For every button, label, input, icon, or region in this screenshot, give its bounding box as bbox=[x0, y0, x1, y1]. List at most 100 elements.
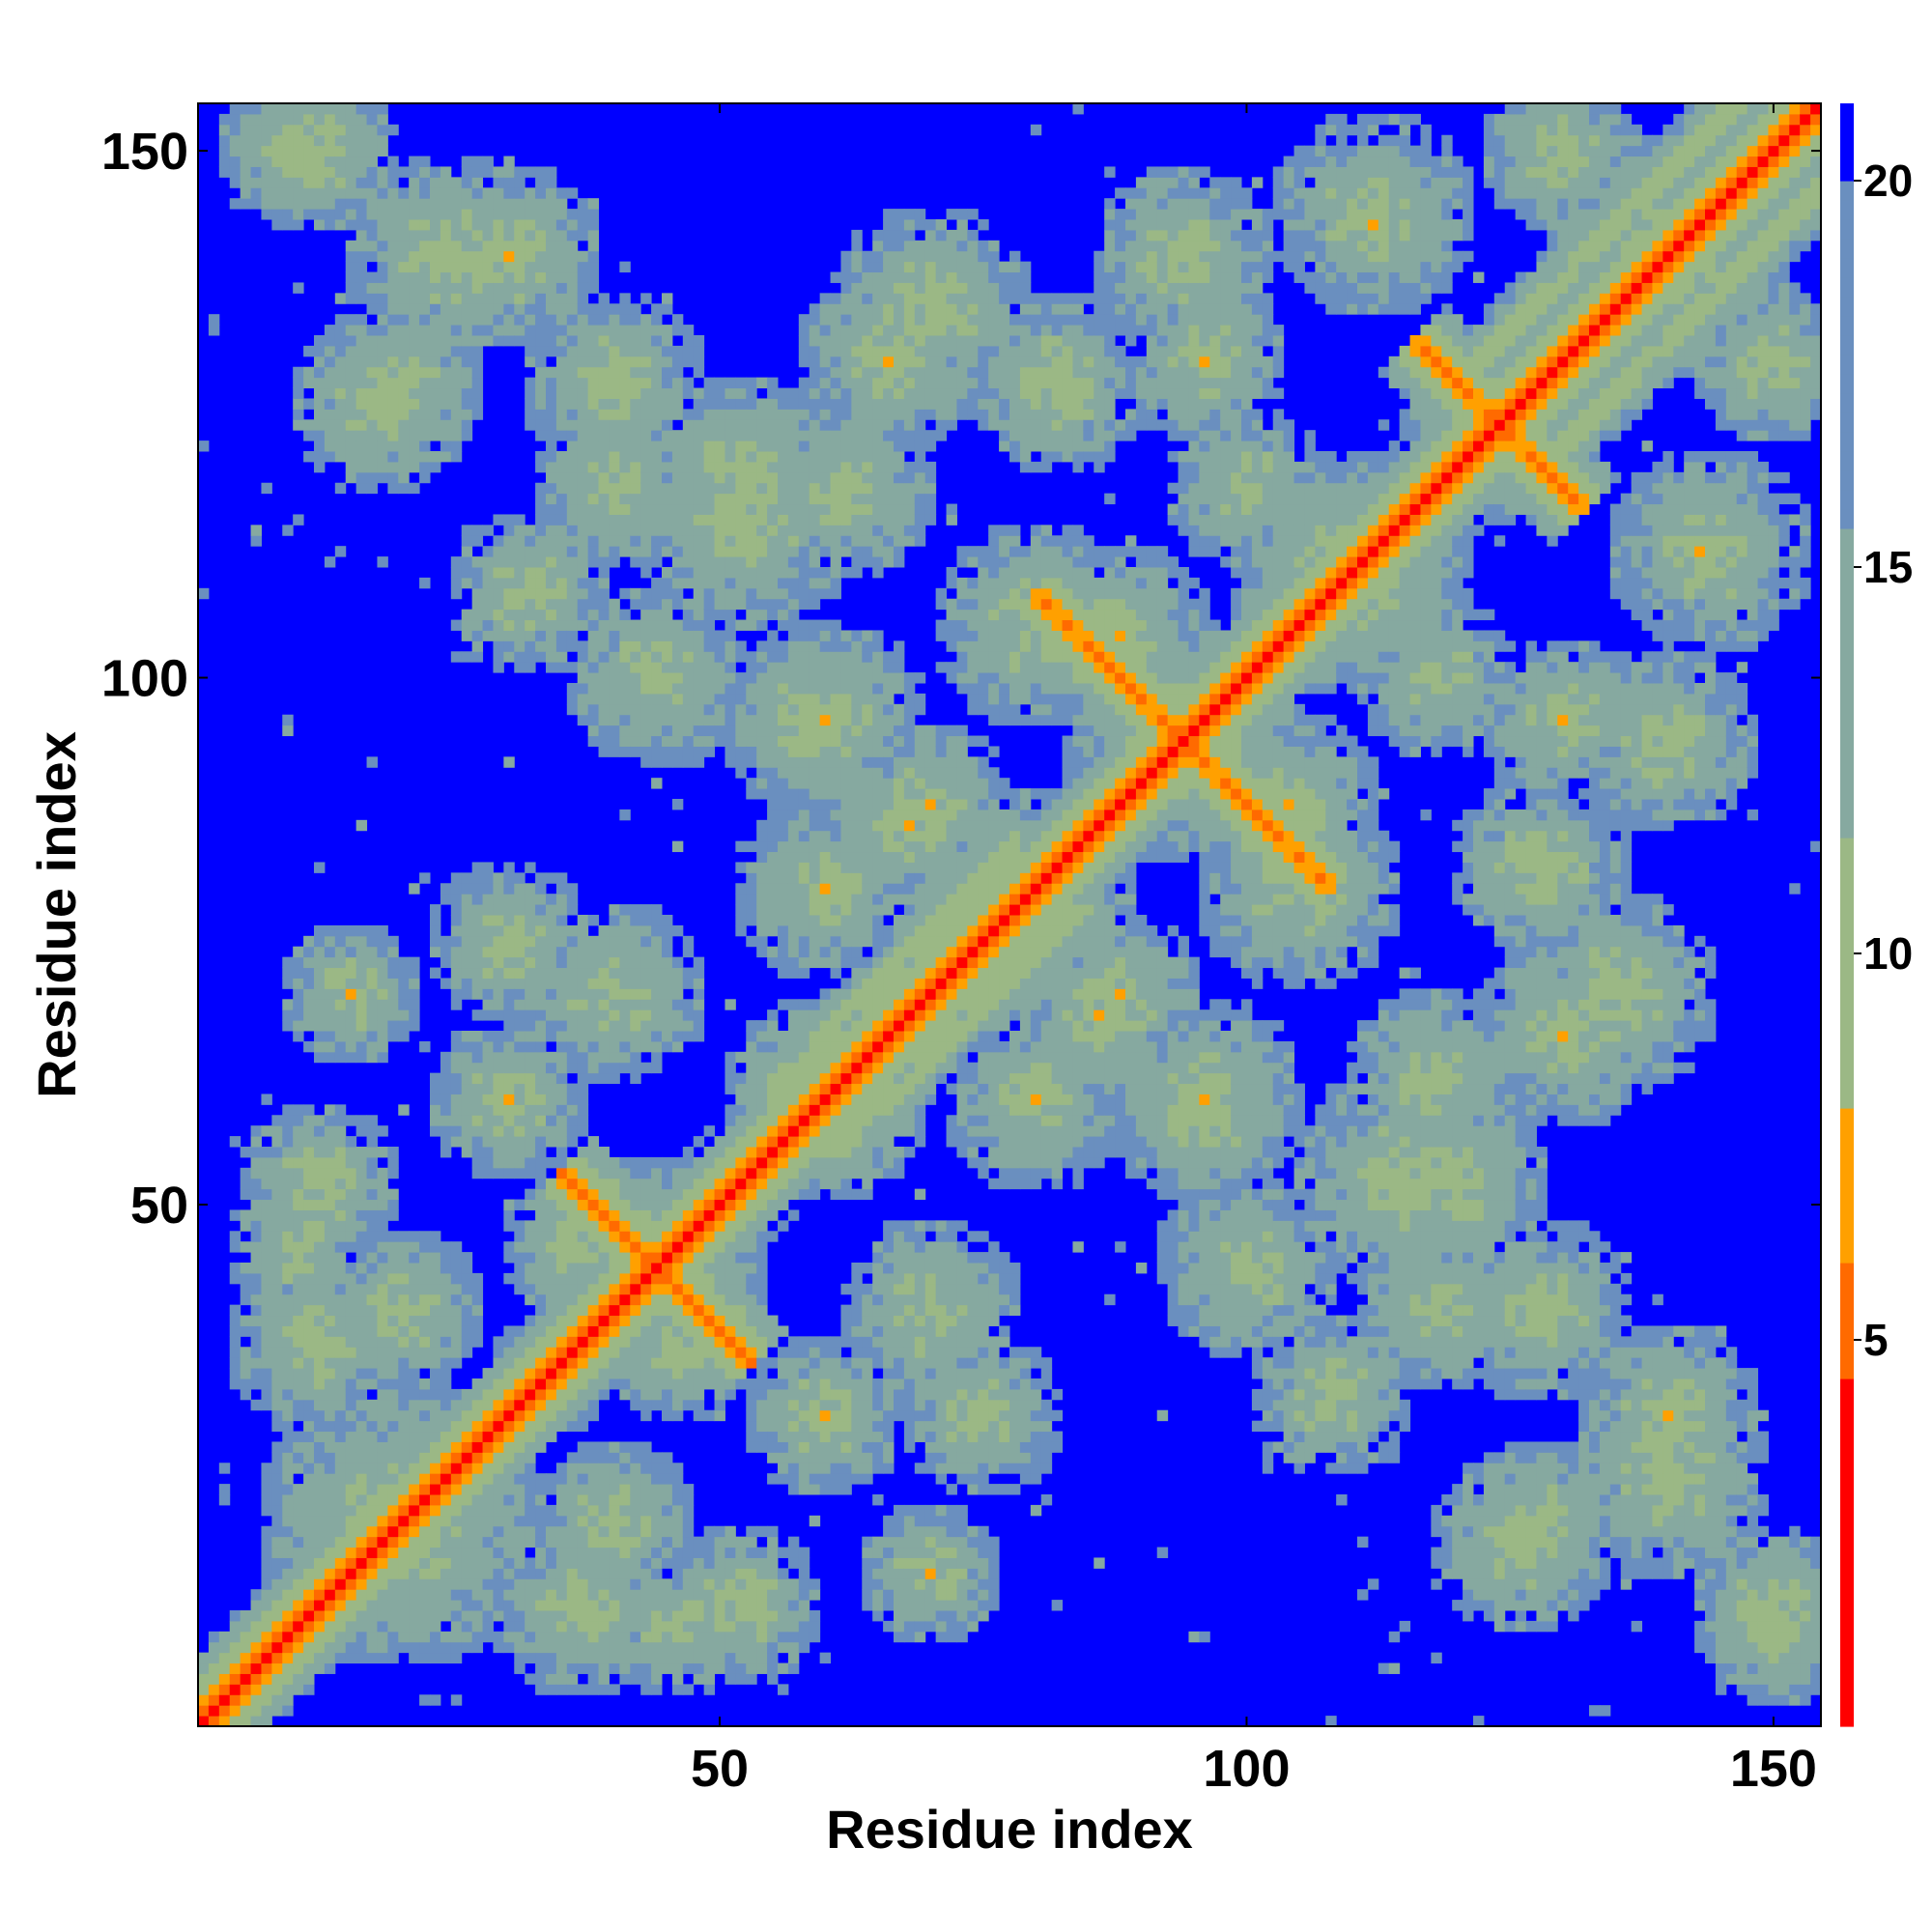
heatmap-cell bbox=[314, 166, 326, 178]
heatmap-cell bbox=[735, 461, 747, 473]
heatmap-cell bbox=[493, 198, 504, 210]
heatmap-cell bbox=[503, 271, 515, 283]
heatmap-cell bbox=[767, 1578, 779, 1590]
heatmap-cell bbox=[577, 482, 589, 495]
heatmap-cell bbox=[218, 1673, 231, 1685]
heatmap-cell bbox=[778, 556, 789, 568]
heatmap-cell bbox=[440, 219, 452, 231]
heatmap-cell bbox=[693, 735, 705, 747]
heatmap-cell bbox=[471, 166, 484, 178]
heatmap-cell bbox=[703, 1315, 716, 1326]
heatmap-cell bbox=[535, 1325, 547, 1337]
heatmap-cell bbox=[619, 325, 631, 336]
heatmap-cell bbox=[493, 1009, 504, 1021]
heatmap-cell bbox=[662, 1020, 673, 1032]
heatmap-cell bbox=[640, 535, 652, 547]
heatmap-cell bbox=[619, 1231, 631, 1242]
heatmap-cell bbox=[377, 1304, 388, 1317]
heatmap-cell bbox=[724, 525, 736, 536]
heatmap-cell bbox=[345, 1557, 357, 1569]
heatmap-cell bbox=[240, 1610, 252, 1622]
heatmap-cell bbox=[198, 1684, 210, 1695]
heatmap-cell bbox=[577, 1178, 589, 1190]
heatmap-cell bbox=[366, 1557, 378, 1569]
heatmap-cell bbox=[430, 398, 441, 410]
heatmap-cell bbox=[303, 1600, 315, 1611]
heatmap-cell bbox=[430, 335, 441, 347]
heatmap-cell bbox=[471, 1325, 484, 1337]
heatmap-cell bbox=[461, 1040, 473, 1053]
heatmap-cell bbox=[503, 1220, 515, 1232]
heatmap-cell bbox=[546, 1009, 557, 1021]
heatmap-cell bbox=[682, 430, 695, 441]
heatmap-cell bbox=[640, 293, 652, 304]
heatmap-cell bbox=[577, 1283, 589, 1295]
heatmap-cell bbox=[651, 419, 663, 431]
heatmap-cell bbox=[598, 303, 610, 315]
heatmap-cell bbox=[535, 1652, 547, 1664]
heatmap-cell bbox=[682, 1231, 695, 1242]
heatmap-cell bbox=[398, 261, 410, 273]
heatmap-cell bbox=[555, 451, 568, 463]
heatmap-cell bbox=[345, 1304, 357, 1317]
heatmap-cell bbox=[334, 1009, 347, 1021]
heatmap-cell bbox=[535, 1357, 547, 1369]
heatmap-cell bbox=[546, 1673, 557, 1685]
heatmap-cell bbox=[735, 924, 747, 937]
heatmap-cell bbox=[767, 872, 779, 884]
heatmap-cell bbox=[293, 282, 304, 294]
heatmap-cell bbox=[555, 1325, 568, 1337]
heatmap-cell bbox=[324, 325, 336, 336]
heatmap-cell bbox=[450, 1357, 463, 1369]
heatmap-cell bbox=[503, 862, 515, 873]
heatmap-cell bbox=[419, 1272, 431, 1285]
heatmap-cell bbox=[355, 1441, 368, 1453]
heatmap-cell bbox=[662, 303, 673, 315]
heatmap-cell bbox=[577, 1620, 589, 1633]
heatmap-cell bbox=[282, 1652, 294, 1664]
heatmap-cell bbox=[651, 1167, 663, 1179]
heatmap-cell bbox=[419, 1347, 431, 1358]
heatmap-cell bbox=[303, 1020, 315, 1032]
heatmap-cell bbox=[671, 1009, 684, 1021]
heatmap-cell bbox=[355, 924, 368, 937]
heatmap-cell bbox=[703, 419, 716, 431]
heatmap-cell bbox=[671, 366, 684, 379]
heatmap-cell bbox=[293, 1378, 304, 1390]
heatmap-cell bbox=[640, 1388, 652, 1401]
heatmap-cell bbox=[609, 1568, 620, 1579]
heatmap-cell bbox=[682, 1641, 695, 1654]
heatmap-cell bbox=[546, 967, 557, 979]
heatmap-cell bbox=[461, 651, 473, 663]
heatmap-cell bbox=[261, 1547, 272, 1558]
heatmap-cell bbox=[355, 156, 368, 167]
heatmap-cell bbox=[546, 1083, 557, 1094]
heatmap-cell bbox=[609, 1610, 620, 1622]
heatmap-cell bbox=[355, 1431, 368, 1442]
heatmap-cell bbox=[482, 198, 494, 210]
heatmap-cell bbox=[555, 883, 568, 895]
heatmap-cell bbox=[703, 1684, 716, 1695]
heatmap-cell bbox=[682, 935, 695, 948]
heatmap-cell bbox=[651, 461, 663, 473]
heatmap-cell bbox=[682, 1293, 695, 1306]
heatmap-cell bbox=[671, 735, 684, 747]
heatmap-cell bbox=[271, 1293, 283, 1306]
heatmap-cell bbox=[682, 419, 695, 431]
heatmap-cell bbox=[493, 894, 504, 905]
heatmap-cell bbox=[714, 419, 725, 431]
heatmap-cell bbox=[471, 177, 484, 188]
heatmap-cell bbox=[746, 904, 757, 916]
heatmap-cell bbox=[240, 124, 252, 136]
heatmap-cell bbox=[514, 1272, 526, 1285]
heatmap-cell bbox=[503, 651, 515, 663]
heatmap-cell bbox=[324, 988, 336, 1000]
heatmap-cell bbox=[778, 1441, 789, 1453]
heatmap-cell bbox=[334, 978, 347, 989]
heatmap-cell bbox=[598, 735, 610, 747]
heatmap-cell bbox=[630, 471, 641, 484]
heatmap-cell bbox=[324, 1484, 336, 1495]
heatmap-cell bbox=[461, 935, 473, 948]
heatmap-cell bbox=[756, 1620, 768, 1633]
heatmap-cell bbox=[609, 619, 620, 631]
